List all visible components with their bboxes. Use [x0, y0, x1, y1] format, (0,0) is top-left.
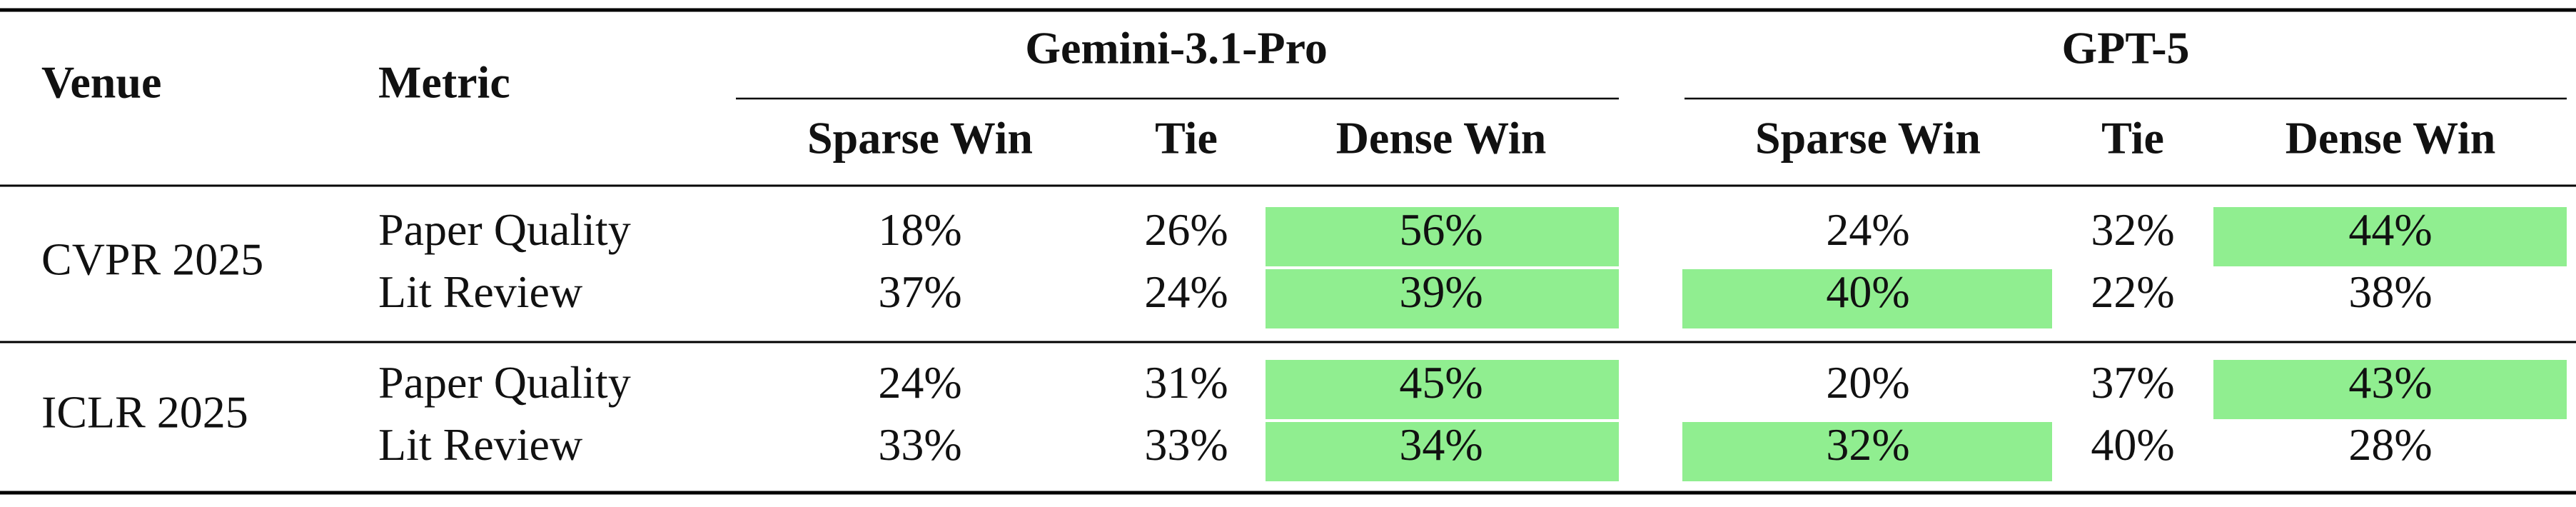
venue-label: ICLR 2025	[41, 387, 248, 438]
cell-highlight	[1266, 360, 1619, 419]
cell-value: 24%	[878, 357, 961, 408]
cell-value: 33%	[878, 419, 961, 470]
metric-label: Lit Review	[378, 266, 582, 317]
cell-value: 24%	[1826, 204, 1909, 255]
cell-value: 34%	[1399, 419, 1483, 470]
subcolumn-header: Sparse Win	[807, 113, 1033, 164]
cell-value: 38%	[2348, 266, 2432, 317]
metric-label: Paper Quality	[378, 357, 631, 408]
cell-value: 44%	[2348, 204, 2432, 255]
cell-value: 22%	[2091, 266, 2174, 317]
cell-highlight	[1682, 269, 2052, 328]
subcolumn-header: Tie	[1155, 113, 1218, 164]
cell-value: 37%	[2091, 357, 2174, 408]
cell-value: 40%	[1826, 266, 1909, 317]
cell-value: 39%	[1399, 266, 1483, 317]
metric-label: Lit Review	[378, 419, 582, 470]
cell-highlight	[1682, 422, 2052, 481]
cell-highlight	[1266, 422, 1619, 481]
cell-value: 40%	[2091, 419, 2174, 470]
column-header: Venue	[41, 57, 161, 108]
subcolumn-header: Tie	[2101, 113, 2164, 164]
cell-highlight	[1266, 269, 1619, 328]
venue-label: CVPR 2025	[41, 234, 263, 285]
cell-value: 18%	[878, 204, 961, 255]
subcolumn-header: Dense Win	[1336, 113, 1547, 164]
group-header: Gemini-3.1-Pro	[1025, 23, 1328, 74]
cell-value: 33%	[1144, 419, 1228, 470]
cell-value: 20%	[1826, 357, 1909, 408]
cell-value: 45%	[1399, 357, 1483, 408]
cell-highlight	[2213, 360, 2567, 419]
cell-value: 43%	[2348, 357, 2432, 408]
cell-value: 37%	[878, 266, 961, 317]
subcolumn-header: Dense Win	[2285, 113, 2496, 164]
cell-value: 32%	[2091, 204, 2174, 255]
cell-value: 31%	[1144, 357, 1228, 408]
cell-value: 28%	[2348, 419, 2432, 470]
cell-value: 32%	[1826, 419, 1909, 470]
subcolumn-header: Sparse Win	[1755, 113, 1981, 164]
group-header: GPT-5	[2062, 23, 2190, 74]
metric-label: Paper Quality	[378, 204, 631, 255]
cell-highlight	[2213, 207, 2567, 266]
cell-value: 24%	[1144, 266, 1228, 317]
cell-highlight	[1266, 207, 1619, 266]
cell-value: 56%	[1399, 204, 1483, 255]
column-header: Metric	[378, 57, 510, 108]
cell-value: 26%	[1144, 204, 1228, 255]
